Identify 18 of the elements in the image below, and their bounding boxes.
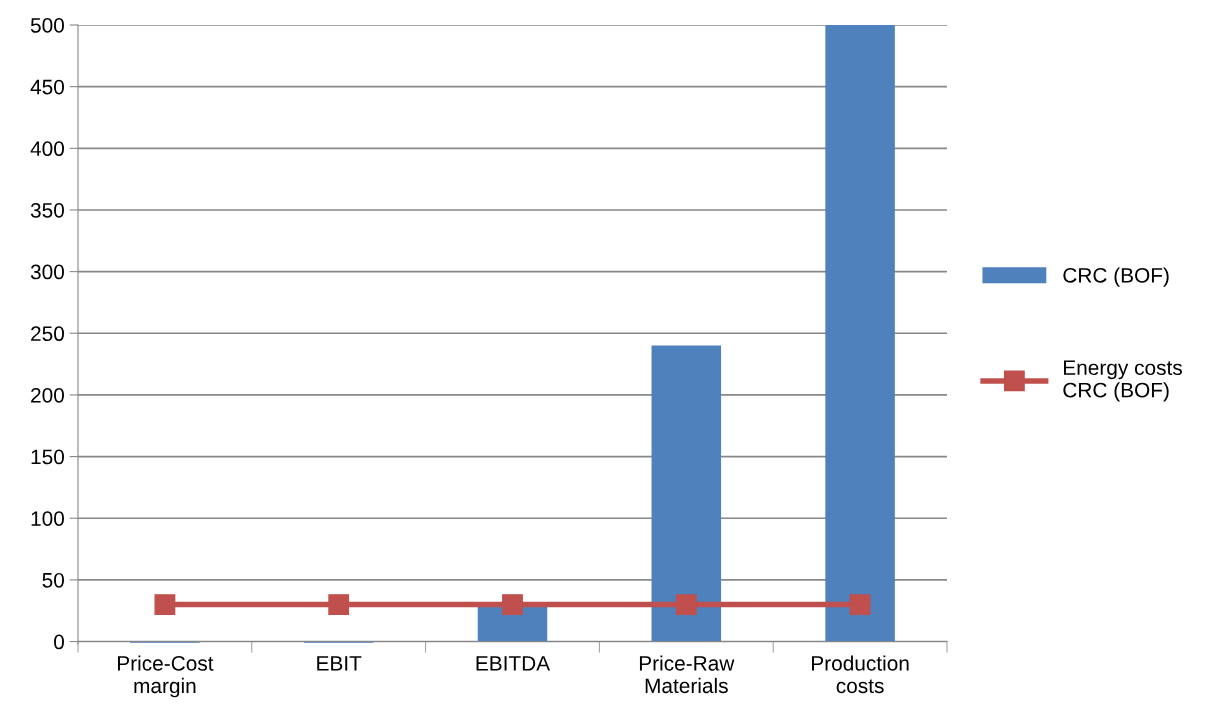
legend-label: Energy costs CRC (BOF): [1063, 360, 1182, 402]
y-tick-label: 200: [31, 387, 64, 403]
y-tick-label: 150: [31, 449, 64, 465]
y-tick-label: 450: [30, 79, 64, 95]
legend-label: CRC (BOF): [1063, 267, 1169, 287]
x-tick-label: Price-Raw Materials: [639, 655, 735, 694]
y-tick-label: 500: [30, 18, 64, 33]
x-tick-label: Price-Cost margin: [117, 655, 214, 698]
y-tick-label: 300: [30, 264, 64, 280]
y-tick-label: 100: [31, 511, 64, 526]
x-tick-label: Production costs: [812, 655, 909, 694]
x-tick-label: EBITDA: [476, 656, 551, 671]
y-tick-label: 50: [42, 572, 64, 588]
y-tick-label: 0: [54, 634, 64, 650]
x-tick-label: EBIT: [317, 656, 362, 671]
y-tick-label: 250: [31, 326, 64, 342]
y-tick-label: 400: [30, 141, 64, 157]
y-tick-label: 350: [30, 202, 64, 218]
